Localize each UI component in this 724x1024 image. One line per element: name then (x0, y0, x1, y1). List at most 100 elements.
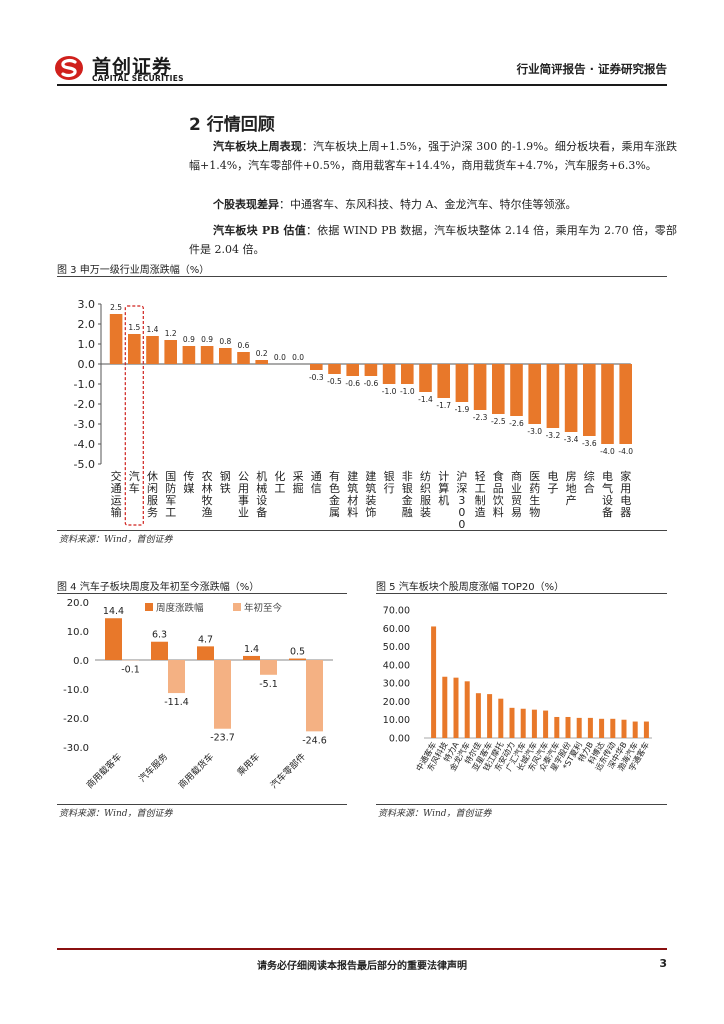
x-tick-label: 纺 (420, 469, 431, 483)
x-tick-label: 金 (402, 493, 413, 507)
data-label: -23.7 (210, 733, 235, 744)
x-tick-label: 汽 (129, 469, 140, 483)
data-label: -0.1 (121, 664, 140, 675)
data-label: -3.2 (546, 431, 561, 440)
x-tick-label: 工 (274, 482, 285, 495)
legend-label: 年初至今 (244, 602, 283, 614)
x-tick-label: 林 (202, 481, 213, 495)
bar (109, 314, 123, 364)
x-tick-label: 输 (111, 505, 122, 519)
data-label: -0.3 (309, 373, 324, 382)
legend-swatch (233, 603, 241, 611)
data-label: -11.4 (164, 697, 189, 708)
x-tick-label: 装 (365, 494, 376, 507)
data-label: -1.7 (436, 401, 451, 410)
data-label: -0.5 (327, 377, 342, 386)
x-tick-label: 3 (458, 494, 465, 507)
paragraph-label: 汽车板块 PB 估值 (213, 224, 306, 237)
bar (310, 364, 323, 370)
x-tick-label: 业 (511, 482, 522, 495)
data-label: -3.6 (582, 439, 597, 448)
x-tick-label: 产 (566, 493, 577, 507)
bar (237, 352, 250, 364)
x-tick-label: 备 (256, 505, 267, 519)
y-tick-label: -1.0 (74, 378, 95, 391)
bar (583, 364, 596, 436)
x-tick-label: 医 (529, 470, 540, 483)
x-tick-label: 易 (511, 506, 522, 519)
footer-rule (57, 948, 667, 950)
x-tick-label: 用 (620, 482, 631, 495)
y-tick-label: 70.00 (383, 606, 410, 617)
x-tick-label: 汽车零部件 (268, 751, 308, 791)
bar (200, 346, 214, 364)
bar (197, 646, 214, 660)
x-tick-label: 化 (274, 469, 285, 483)
y-tick-label: 0.0 (73, 656, 89, 667)
x-tick-label: 0 (458, 506, 465, 519)
bar (146, 336, 159, 364)
bar (554, 716, 560, 738)
bar (364, 364, 378, 376)
y-tick-label: -10.0 (63, 685, 89, 696)
data-label: -2.5 (491, 417, 506, 426)
bar (599, 718, 605, 738)
bar (260, 660, 277, 675)
data-label: -3.0 (527, 427, 542, 436)
data-label: 0.8 (219, 337, 231, 346)
bar (455, 364, 469, 402)
bar (632, 721, 638, 738)
bar (128, 334, 141, 364)
bar (492, 364, 505, 414)
x-tick-label: 设 (602, 494, 613, 507)
x-tick-label: 乘用车 (235, 751, 263, 779)
data-label: 0.9 (183, 335, 195, 344)
fig5-source: 资料来源：Wind，首创证券 (378, 809, 492, 819)
x-tick-label: 牧 (202, 493, 213, 507)
bar (328, 364, 341, 374)
x-tick-label: 建 (365, 469, 376, 483)
data-label: 0.6 (238, 341, 250, 350)
fig4-rule (57, 593, 347, 594)
x-tick-label: 掘 (293, 481, 304, 495)
x-tick-label: 造 (475, 505, 486, 519)
x-tick-label: 色 (329, 481, 340, 495)
data-label: -5.1 (259, 679, 278, 690)
bar (498, 698, 504, 738)
x-tick-label: 公 (238, 470, 249, 483)
x-tick-label: 电 (602, 470, 613, 483)
bar (587, 717, 593, 738)
data-label: 4.7 (198, 634, 213, 645)
x-tick-label: 综 (584, 469, 595, 483)
x-tick-label: 金 (329, 493, 340, 507)
x-tick-label: 农 (202, 469, 213, 483)
x-tick-label: 制 (475, 494, 486, 507)
fig3-rule-bottom (57, 530, 667, 531)
x-tick-label: 服 (420, 494, 431, 507)
data-label: -2.6 (509, 419, 524, 428)
paragraph-auto-sector: 汽车板块上周表现：汽车板块上周+1.5%，强于沪深 300 的-1.9%。细分板… (189, 137, 677, 175)
y-tick-label: 10.00 (383, 715, 410, 726)
bar (528, 364, 541, 424)
bar (621, 719, 627, 738)
x-tick-label: 闲 (147, 481, 158, 495)
data-label: 0.0 (292, 353, 304, 362)
fig5-chart: 70.0060.0050.0040.0030.0020.0010.000.00中… (383, 606, 652, 773)
header-rule (57, 84, 667, 86)
bar (619, 364, 632, 444)
x-tick-label: 商 (511, 469, 522, 483)
x-tick-label: 合 (584, 481, 595, 495)
bar (431, 626, 437, 738)
data-label: -24.6 (302, 735, 327, 746)
x-tick-label: 国 (165, 470, 176, 483)
bar (168, 660, 185, 694)
x-tick-label: 渔 (202, 506, 213, 519)
y-tick-label: 10.0 (67, 627, 89, 638)
data-label: -4.0 (618, 447, 633, 456)
page-number: 3 (659, 957, 667, 970)
bar (473, 364, 487, 410)
y-tick-label: 0.00 (389, 734, 410, 745)
x-tick-label: 务 (147, 506, 158, 519)
logo-name: 首创证券 (92, 56, 173, 78)
data-label: 1.2 (165, 329, 177, 338)
